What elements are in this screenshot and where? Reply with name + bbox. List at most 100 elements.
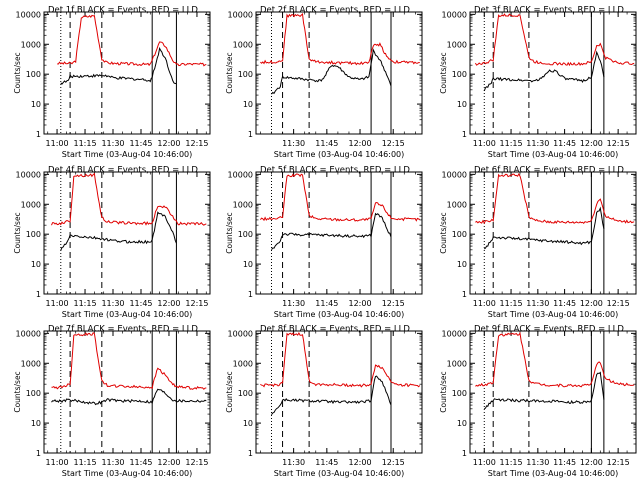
y-tick-label: 100 — [26, 230, 41, 239]
x-tick-label: 12:00 — [580, 139, 603, 148]
x-tick-label: 11:00 — [46, 139, 69, 148]
x-tick-label: 11:45 — [553, 458, 576, 467]
plot-frame — [469, 171, 637, 295]
lld-series-line — [51, 331, 207, 390]
x-axis-label: Start Time (03-Aug-04 10:46:00) — [488, 469, 619, 478]
y-tick-label: 10 — [243, 260, 253, 269]
x-tick-label: 12:15 — [382, 299, 405, 308]
x-tick-label: 12:00 — [580, 458, 603, 467]
panel-title: Det 2f BLACK = Events, RED = LLD — [260, 6, 410, 16]
events-series-line — [271, 375, 392, 415]
plot-frame — [43, 330, 211, 454]
panel-title: Det 7f BLACK = Events, RED = LLD — [48, 325, 198, 335]
y-tick-label: 1 — [248, 449, 253, 458]
y-tick-label: 10000 — [442, 329, 467, 338]
y-axis-label: Counts/sec — [13, 52, 22, 93]
x-tick-label: 11:00 — [473, 299, 496, 308]
y-tick-label: 100 — [238, 389, 253, 398]
x-tick-label: 11:30 — [282, 139, 305, 148]
x-tick-label: 12:15 — [607, 299, 630, 308]
x-tick-label: 11:15 — [74, 299, 97, 308]
y-tick-label: 10 — [457, 419, 467, 428]
detector-panel: 1 10 100 1000 10000 11:30 11:45 12:00 12:15 Det 2… — [225, 6, 423, 159]
x-tick-label: 11:30 — [101, 299, 124, 308]
x-tick-label: 11:45 — [315, 299, 338, 308]
y-tick-label: 10000 — [442, 170, 467, 179]
y-tick-label: 1000 — [21, 40, 41, 49]
x-tick-label: 12:15 — [185, 458, 208, 467]
x-tick-label: 12:15 — [382, 458, 405, 467]
x-tick-label: 11:30 — [526, 299, 549, 308]
x-tick-label: 11:45 — [315, 458, 338, 467]
y-tick-label: 1 — [248, 130, 253, 139]
events-series-line — [60, 46, 177, 85]
y-tick-label: 1 — [248, 290, 253, 299]
y-tick-label: 10000 — [16, 329, 41, 338]
y-tick-label: 10000 — [228, 329, 253, 338]
y-tick-label: 1000 — [21, 359, 41, 368]
x-tick-label: 11:45 — [129, 139, 152, 148]
y-tick-label: 1000 — [233, 200, 253, 209]
panel-title: Det 8f BLACK = Events, RED = LLD — [260, 325, 410, 335]
x-tick-label: 11:45 — [129, 458, 152, 467]
y-tick-label: 10 — [243, 419, 253, 428]
y-tick-label: 100 — [26, 70, 41, 79]
x-axis-label: Start Time (03-Aug-04 10:46:00) — [274, 150, 405, 159]
y-axis-label: Counts/sec — [439, 52, 448, 93]
lld-series-line — [475, 331, 635, 388]
x-axis-label: Start Time (03-Aug-04 10:46:00) — [274, 310, 405, 319]
x-axis-label: Start Time (03-Aug-04 10:46:00) — [62, 469, 193, 478]
panel-title: Det 9f BLACK = Events, RED = LLD — [474, 325, 624, 335]
x-tick-label: 12:00 — [157, 458, 180, 467]
plot-frame — [469, 330, 637, 454]
x-axis-label: Start Time (03-Aug-04 10:46:00) — [488, 310, 619, 319]
y-tick-label: 100 — [452, 230, 467, 239]
x-tick-label: 12:15 — [185, 299, 208, 308]
x-tick-label: 11:15 — [500, 139, 523, 148]
plot-frame — [255, 11, 423, 135]
x-tick-label: 11:30 — [282, 299, 305, 308]
x-tick-label: 11:15 — [74, 458, 97, 467]
x-tick-label: 11:00 — [46, 458, 69, 467]
y-axis-label: Counts/sec — [225, 212, 234, 253]
x-tick-label: 12:00 — [580, 299, 603, 308]
y-tick-label: 100 — [238, 70, 253, 79]
y-tick-label: 1000 — [233, 40, 253, 49]
y-tick-label: 10 — [457, 100, 467, 109]
y-tick-label: 10 — [31, 260, 41, 269]
panel-title: Det 1f BLACK = Events, RED = LLD — [48, 6, 198, 16]
y-tick-label: 1 — [36, 449, 41, 458]
y-tick-label: 1000 — [447, 359, 467, 368]
y-tick-label: 1 — [36, 290, 41, 299]
x-tick-label: 11:30 — [282, 458, 305, 467]
x-tick-label: 11:45 — [315, 139, 338, 148]
y-tick-label: 10 — [243, 100, 253, 109]
x-axis-label: Start Time (03-Aug-04 10:46:00) — [62, 310, 193, 319]
x-tick-label: 11:15 — [500, 299, 523, 308]
x-tick-label: 11:45 — [553, 299, 576, 308]
x-tick-label: 11:45 — [553, 139, 576, 148]
plot-frame — [255, 330, 423, 454]
lld-series-line — [260, 12, 420, 66]
lld-series-line — [475, 172, 635, 225]
events-series-line — [484, 371, 605, 410]
events-series-line — [271, 48, 392, 95]
x-tick-label: 11:30 — [101, 139, 124, 148]
events-series-line — [483, 50, 605, 92]
x-tick-label: 11:00 — [473, 458, 496, 467]
x-axis-label: Start Time (03-Aug-04 10:46:00) — [488, 150, 619, 159]
y-tick-label: 1 — [462, 449, 467, 458]
y-axis-label: Counts/sec — [225, 52, 234, 93]
y-axis-label: Counts/sec — [13, 212, 22, 253]
detector-panel: 1 10 100 1000 10000 11:30 11:45 12:00 12:15 Det 5… — [225, 166, 423, 319]
y-tick-label: 10000 — [442, 10, 467, 19]
y-axis-label: Counts/sec — [13, 371, 22, 412]
panel-title: Det 6f BLACK = Events, RED = LLD — [474, 166, 624, 176]
x-tick-label: 11:45 — [129, 299, 152, 308]
y-tick-label: 10 — [31, 100, 41, 109]
